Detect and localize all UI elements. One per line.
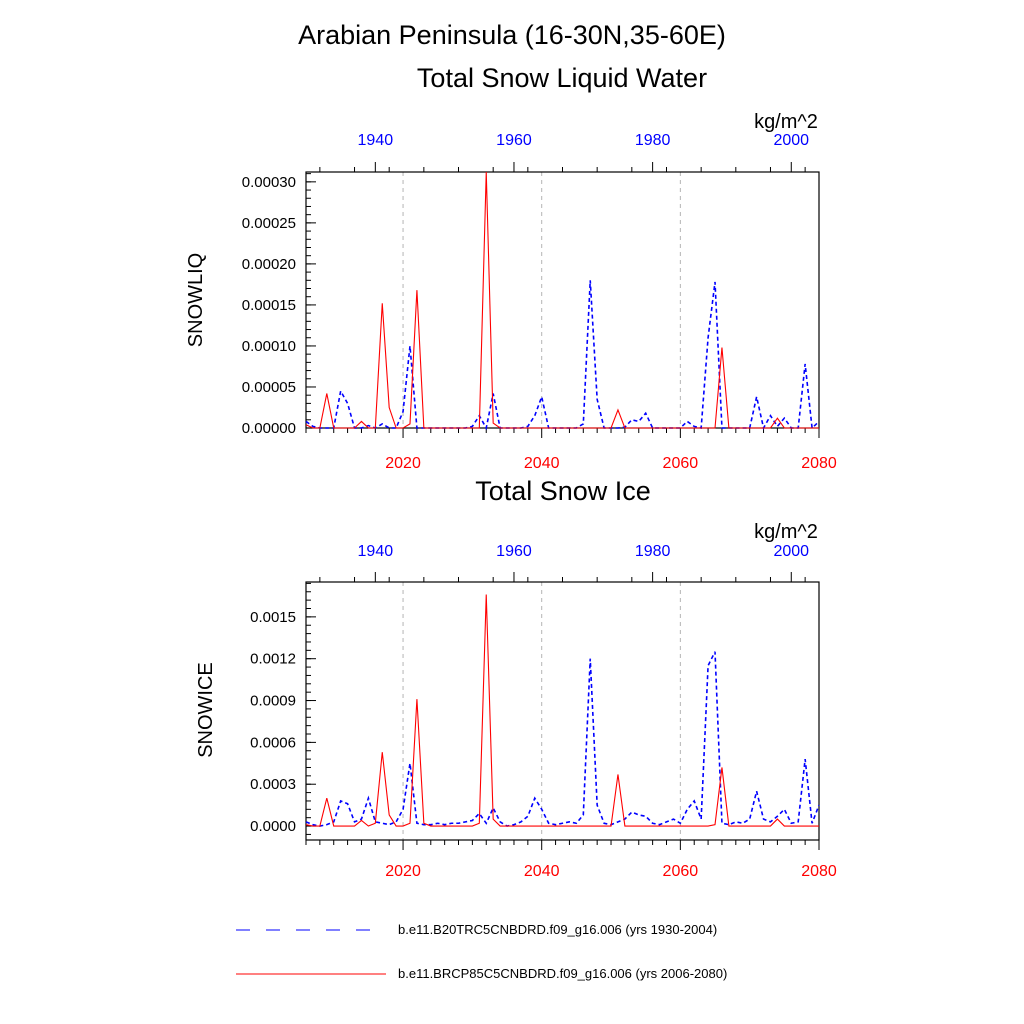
snowice-top-tick-label-1: 1960 [496, 543, 532, 560]
snowliq-y-tick-label-0: 0.00000 [242, 420, 296, 437]
snowliq-y-tick-label-5: 0.00025 [242, 215, 296, 232]
snowliq-series-future-line [305, 171, 819, 429]
snowliq-plot-area: 0.00000 0.00005 0.00010 0.00015 0.00020 0.000… [242, 132, 837, 472]
snowliq-panel: Total Snow Liquid Water kg/m^2 SNOWLIQ 0… [185, 63, 837, 472]
snowliq-top-tick-label-1: 1960 [496, 132, 532, 149]
snowice-units-label: kg/m^2 [754, 521, 818, 543]
snowice-bottom-tick-label-3: 2080 [801, 863, 837, 880]
legend-label-future: b.e11.BRCP85C5CNBDRD.f09_g16.006 (yrs 20… [398, 966, 727, 981]
snowice-bottom-tick-label-1: 2040 [524, 863, 560, 880]
snowliq-plot-frame [305, 171, 820, 429]
snowliq-series-historical-line [305, 280, 820, 431]
snowliq-bottom-tick-label-2: 2060 [663, 455, 699, 472]
snowice-chart-title: Total Snow Ice [475, 476, 651, 506]
snowliq-bottom-tick-label-0: 2020 [385, 455, 421, 472]
snowice-y-tick-label-0: 0.0000 [250, 818, 296, 835]
snowice-top-tick-label-3: 2000 [773, 543, 809, 560]
snowice-y-tick-label-3: 0.0009 [250, 693, 296, 710]
snowliq-bottom-tick-label-1: 2040 [524, 455, 560, 472]
snowice-series-future-line [305, 594, 819, 827]
legend: b.e11.B20TRC5CNBDRD.f09_g16.006 (yrs 193… [236, 922, 727, 981]
snowice-bottom-tick-label-2: 2060 [663, 863, 699, 880]
snowice-y-tick-label-1: 0.0003 [250, 776, 296, 793]
snowliq-y-tick-label-4: 0.00020 [242, 256, 296, 273]
snowice-top-tick-label-0: 1940 [358, 543, 394, 560]
snowice-y-tick-label-5: 0.0015 [250, 609, 296, 626]
snowliq-top-tick-label-3: 2000 [773, 132, 809, 149]
snowice-y-tick-label-4: 0.0012 [250, 651, 296, 668]
snowice-series-historical-line [305, 651, 820, 827]
figure-title: Arabian Peninsula (16-30N,35-60E) [298, 20, 726, 50]
snowice-y-axis-label: SNOWICE [195, 662, 217, 758]
snowliq-bottom-tick-label-3: 2080 [801, 455, 837, 472]
snowliq-top-tick-label-2: 1980 [635, 132, 671, 149]
snowliq-y-tick-label-6: 0.00030 [242, 174, 296, 191]
snowice-y-tick-label-2: 0.0006 [250, 734, 296, 751]
snowice-plot-frame [305, 581, 820, 841]
snowliq-chart-title: Total Snow Liquid Water [417, 63, 707, 93]
snowice-panel: Total Snow Ice kg/m^2 SNOWICE 0.00000.00… [195, 476, 837, 880]
snowliq-y-tick-label-1: 0.00005 [242, 379, 296, 396]
snowliq-y-tick-label-2: 0.00010 [242, 338, 296, 355]
snowliq-y-tick-label-3: 0.00015 [242, 297, 296, 314]
snowice-bottom-tick-label-0: 2020 [385, 863, 421, 880]
snowice-plot-area: 0.0000 0.0003 0.0006 0.0009 0.0012 0.0015 2020… [250, 543, 837, 880]
snowice-top-tick-label-2: 1980 [635, 543, 671, 560]
snowliq-units-label: kg/m^2 [754, 111, 818, 133]
legend-label-historical: b.e11.B20TRC5CNBDRD.f09_g16.006 (yrs 193… [398, 922, 717, 937]
snowliq-top-tick-label-0: 1940 [358, 132, 394, 149]
snowliq-y-axis-label: SNOWLIQ [185, 253, 207, 347]
